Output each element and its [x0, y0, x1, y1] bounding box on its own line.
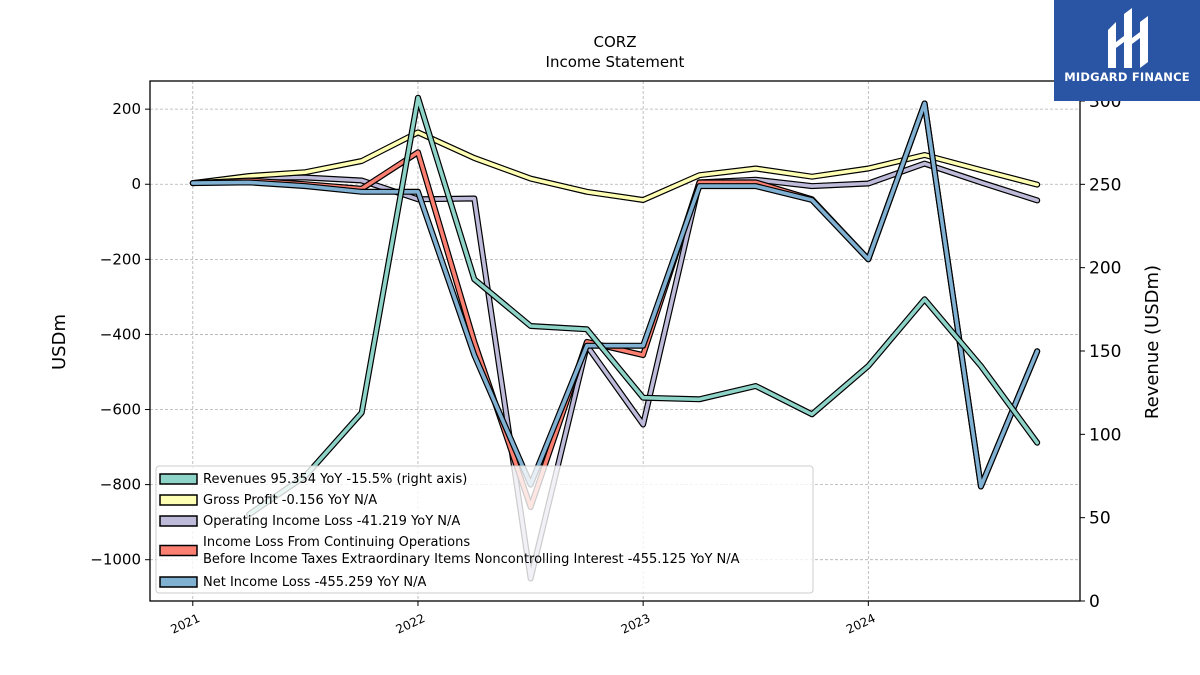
legend-item-4: Net Income Loss -455.259 YoY N/A [159, 575, 426, 590]
legend-item-2: Operating Income Loss -41.219 YoY N/A [159, 514, 460, 529]
series-stroke [191, 130, 1039, 202]
series-line-0 [246, 94, 1041, 518]
y-tick-label: −200 [100, 250, 141, 268]
x-axis-ticks: 2021 2022 2023 2024 [168, 601, 878, 637]
series-stroke [191, 101, 1039, 489]
series-stroke [191, 101, 1039, 509]
legend-swatch [159, 515, 198, 527]
series-stroke [247, 95, 1039, 517]
legend-item-3: Income Loss From Continuing Operations Be… [159, 535, 740, 567]
legend-swatch [159, 494, 198, 506]
x-tick-label: 2023 [619, 611, 653, 637]
y-tick-label: 0 [131, 175, 141, 193]
legend-label: Revenues 95.354 YoY -15.5% (right axis) [203, 472, 467, 487]
series-lines [189, 94, 1041, 582]
legend-swatch [159, 576, 198, 588]
midgard-logo-icon [1108, 8, 1148, 68]
legend-box [155, 465, 814, 594]
y-tick-label: 200 [112, 100, 141, 118]
y2-tick-label: 100 [1089, 425, 1121, 445]
legend-label: Operating Income Loss -41.219 YoY N/A [203, 514, 460, 529]
y-tick-label: −1000 [90, 551, 141, 569]
x-tick-label: 2021 [168, 611, 202, 637]
series-line-3 [189, 100, 1041, 511]
logo: MIDGARD FINANCE [1054, 0, 1200, 101]
legend-item-0: Revenues 95.354 YoY -15.5% (right axis) [159, 472, 467, 487]
legend: Revenues 95.354 YoY -15.5% (right axis) G… [155, 465, 814, 594]
y-tick-label: −400 [100, 325, 141, 343]
y2-tick-label: 200 [1089, 259, 1121, 279]
series-line-4 [189, 100, 1041, 490]
plot-frame [149, 80, 1081, 602]
left-axis-ticks: 200 0 −200 −400 −600 −800 −1000 [90, 100, 150, 569]
legend-label: Gross Profit -0.156 YoY N/A [203, 493, 377, 508]
logo-text: MIDGARD FINANCE [1064, 70, 1190, 84]
y2-tick-label: 250 [1089, 175, 1121, 195]
y-axis-label: USDm [49, 314, 70, 370]
y-tick-label: −800 [100, 476, 141, 494]
series-outline [189, 100, 1041, 511]
y2-axis-label: Revenue (USDm) [1142, 265, 1163, 419]
x-tick-label: 2022 [394, 611, 428, 637]
y2-tick-label: 150 [1089, 342, 1121, 362]
x-tick-label: 2024 [844, 611, 878, 637]
chart-subtitle: Income Statement [546, 53, 685, 71]
legend-label: Net Income Loss -455.259 YoY N/A [203, 575, 426, 590]
y2-tick-label: 50 [1089, 509, 1111, 529]
series-line-1 [189, 129, 1041, 203]
legend-swatch [159, 544, 198, 557]
legend-swatch [159, 473, 198, 485]
y2-tick-label: 0 [1089, 592, 1100, 612]
legend-label: Before Income Taxes Extraordinary Items … [203, 552, 740, 567]
legend-item-1: Gross Profit -0.156 YoY N/A [159, 493, 377, 508]
y-tick-label: −600 [100, 401, 141, 419]
legend-label: Income Loss From Continuing Operations [203, 535, 470, 550]
chart-title: CORZ [594, 33, 637, 51]
